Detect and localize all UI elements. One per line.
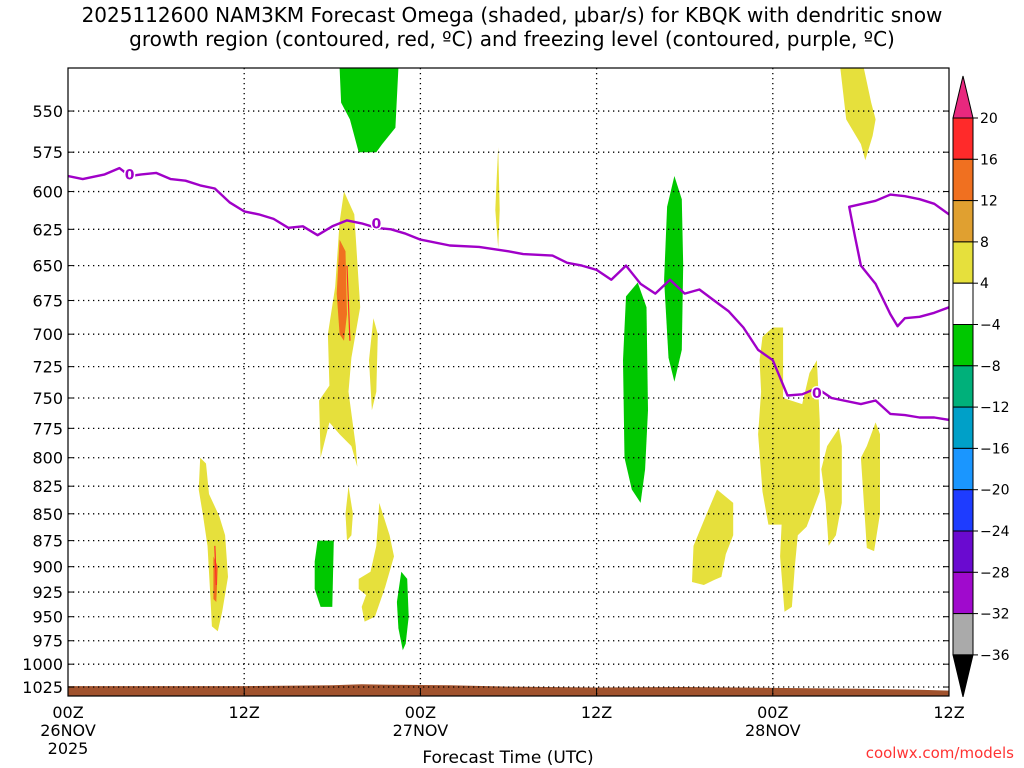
y-tick-label: 875: [32, 532, 63, 551]
omega-sinking-region: [369, 318, 378, 411]
x-tick-label: 12Z: [581, 703, 612, 722]
y-tick-label: 725: [32, 358, 63, 377]
colorbar: 20 16 12 8 4 −4 −8 −12 −16 −20 −24 −28 −32 −36: [952, 75, 1010, 698]
colorbar-label: −8: [980, 359, 1001, 375]
colorbar-label: −36: [980, 648, 1010, 664]
freezing-level-line: [68, 166, 949, 422]
dgz-contour: [346, 265, 351, 341]
y-tick-label: 750: [32, 389, 63, 408]
colorbar-swatch: [952, 406, 974, 449]
colorbar-label: 12: [980, 194, 998, 210]
y-tick-label: 800: [32, 449, 63, 468]
y-tick-label: 900: [32, 558, 63, 577]
omega-sinking-region: [198, 457, 228, 632]
colorbar-bottom-arrow: [952, 654, 974, 698]
omega-sinking-region: [758, 327, 820, 612]
chart-title-line-1: 2025112600 NAM3KM Forecast Omega (shaded…: [81, 3, 943, 27]
colorbar-swatch: [952, 200, 974, 243]
omega-strong-sinking-core: [336, 239, 347, 341]
colorbar-label: 16: [980, 152, 998, 168]
y-tick-label: 950: [32, 608, 63, 627]
y-tick-label: 1025: [22, 678, 63, 697]
colorbar-swatch: [952, 282, 974, 326]
y-tick-label: 600: [32, 183, 63, 202]
x-tick-label: 12Z: [933, 703, 964, 722]
y-tick-label: 675: [32, 292, 63, 311]
y-tick-label: 1000: [22, 655, 63, 674]
omega-sinking-region: [692, 489, 734, 585]
omega-sinking-region: [358, 502, 394, 622]
colorbar-label: −24: [980, 524, 1010, 540]
x-tick-date-label: 27NOV: [393, 721, 449, 740]
y-tick-label: 975: [32, 632, 63, 651]
omega-sinking-region: [840, 68, 876, 161]
omega-sinking-region: [821, 428, 842, 546]
freezing-level-label: 0: [125, 167, 135, 183]
omega-rising-region: [664, 176, 684, 382]
y-tick-label: 925: [32, 583, 63, 602]
omega-rising-region: [623, 282, 648, 503]
omega-shading-layer: [198, 68, 880, 651]
terrain-layer: [68, 684, 949, 696]
colorbar-swatch: [952, 530, 974, 573]
colorbar-swatch: [952, 489, 974, 532]
colorbar-swatch: [952, 571, 974, 615]
dgz-contour: [214, 545, 217, 586]
y-tick-label: 650: [32, 257, 63, 276]
y-tick-label: 625: [32, 220, 63, 239]
x-tick-label: 00Z: [405, 703, 436, 722]
colorbar-label: −16: [980, 441, 1010, 457]
chart-title-line-2: growth region (contoured, red, ºC) and f…: [129, 27, 895, 51]
colorbar-swatch: [952, 365, 974, 408]
x-tick-year-label: 2025: [48, 739, 89, 758]
plot-frame: [67, 67, 950, 697]
freezing-level-layer: 0 0 0: [68, 166, 949, 422]
y-tick-label: 850: [32, 505, 63, 524]
colorbar-swatch: [952, 117, 974, 160]
omega-sinking-region: [495, 147, 500, 249]
freezing-level-label: 0: [371, 216, 381, 232]
colorbar-label: 4: [980, 276, 989, 292]
x-tick-label: 00Z: [52, 703, 83, 722]
omega-sinking-region: [860, 422, 880, 552]
terrain-fill: [68, 684, 949, 696]
colorbar-swatch: [952, 613, 974, 656]
colorbar-top-arrow: [952, 75, 974, 119]
y-tick-label: 825: [32, 477, 63, 496]
x-axis-label: Forecast Time (UTC): [422, 748, 593, 768]
colorbar-label: 20: [980, 111, 998, 127]
colorbar-swatch: [952, 447, 974, 491]
x-tick-date-label: 28NOV: [745, 721, 801, 740]
y-axis: 550 575 600 625 650 675 700 725 750 775 800 825 850 8…: [22, 102, 949, 697]
y-tick-label: 550: [32, 102, 63, 121]
x-tick-label: 12Z: [229, 703, 260, 722]
colorbar-swatch: [952, 324, 974, 367]
colorbar-label: −12: [980, 400, 1010, 416]
grid-layer: [68, 68, 949, 696]
colorbar-label: −20: [980, 483, 1010, 499]
freezing-level-line: [848, 193, 949, 328]
y-tick-label: 775: [32, 419, 63, 438]
colorbar-label: 8: [980, 235, 989, 251]
x-tick-date-label: 26NOV: [40, 721, 96, 740]
colorbar-label: −32: [980, 607, 1010, 623]
colorbar-label: −28: [980, 565, 1010, 581]
freezing-level-label: 0: [812, 386, 822, 402]
credit-text: coolwx.com/models: [865, 744, 1014, 762]
x-tick-label: 00Z: [757, 703, 788, 722]
y-tick-label: 575: [32, 143, 63, 162]
colorbar-swatch: [952, 241, 974, 284]
colorbar-swatch: [952, 158, 974, 202]
colorbar-label: −4: [980, 318, 1001, 334]
y-tick-label: 700: [32, 325, 63, 344]
omega-rising-region: [396, 571, 409, 651]
omega-rising-region: [339, 68, 399, 153]
omega-rising-region: [314, 540, 334, 607]
